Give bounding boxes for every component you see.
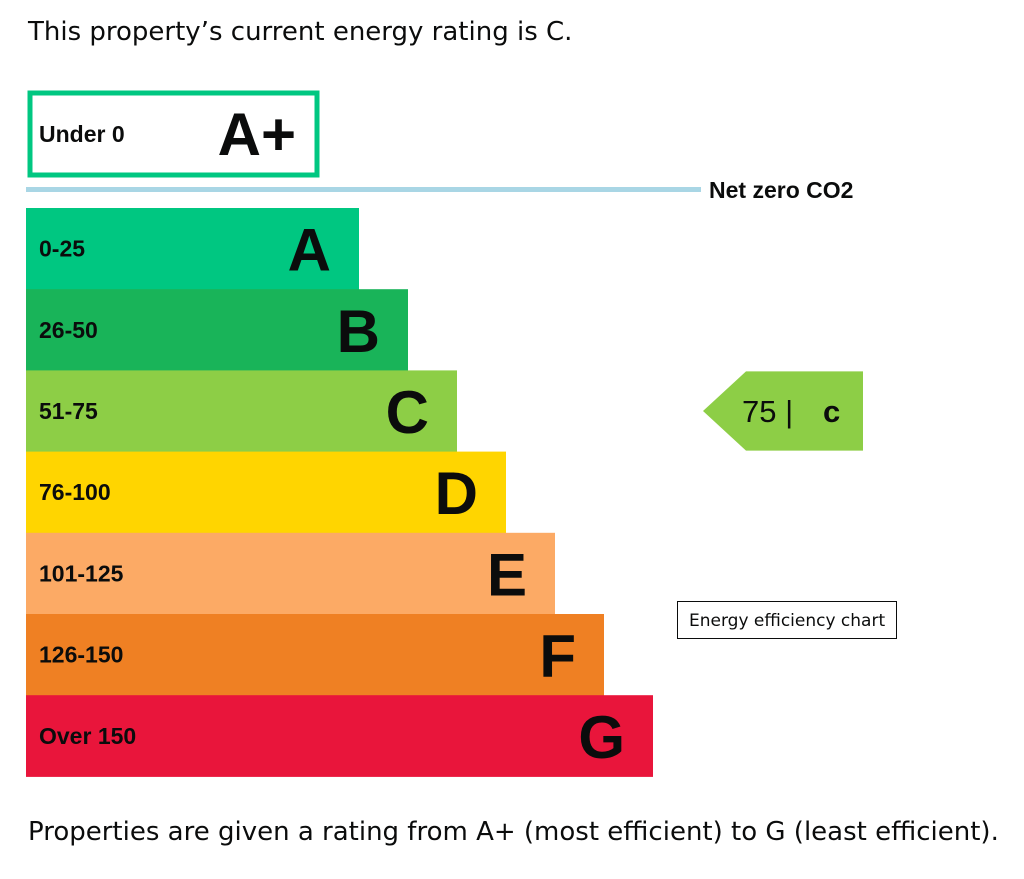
band-d-range: 76-100: [39, 479, 111, 505]
band-c-range: 51-75: [39, 398, 98, 424]
band-f-bar: [26, 614, 604, 696]
chart-tooltip: Energy efficiency chart: [677, 601, 898, 639]
current-rating-letter: c: [823, 394, 840, 429]
band-b-bar: [26, 289, 408, 371]
band-b-range: 26-50: [39, 317, 98, 343]
band-g-range: Over 150: [39, 723, 136, 749]
band-a-plus-range: Under 0: [39, 121, 125, 147]
band-d-bar: [26, 451, 506, 534]
outro-text: Properties are given a rating from A+ (m…: [28, 817, 999, 847]
band-f-range: 126-150: [39, 642, 123, 668]
band-b-letter: B: [337, 298, 380, 365]
net-zero-line: [26, 187, 701, 192]
band-g-bar: [26, 695, 653, 777]
band-a-letter: A: [288, 217, 331, 284]
current-rating-score: 75 |: [742, 394, 793, 429]
band-c-bar: [26, 370, 457, 453]
band-e-bar: [26, 532, 555, 615]
band-g-letter: G: [578, 704, 625, 771]
band-a-bar: [26, 208, 359, 290]
band-e-letter: E: [487, 541, 527, 608]
band-d-letter: D: [435, 460, 478, 527]
band-c-letter: C: [386, 379, 429, 446]
band-a-plus-letter: A+: [218, 101, 296, 168]
band-f-letter: F: [539, 623, 576, 690]
intro-text: This property’s current energy rating is…: [28, 17, 573, 47]
band-e-range: 101-125: [39, 560, 124, 586]
net-zero-label: Net zero CO2: [709, 177, 853, 203]
current-rating-arrow: [703, 371, 863, 451]
band-a-plus-bar: [27, 90, 320, 178]
band-a-range: 0-25: [39, 236, 85, 262]
